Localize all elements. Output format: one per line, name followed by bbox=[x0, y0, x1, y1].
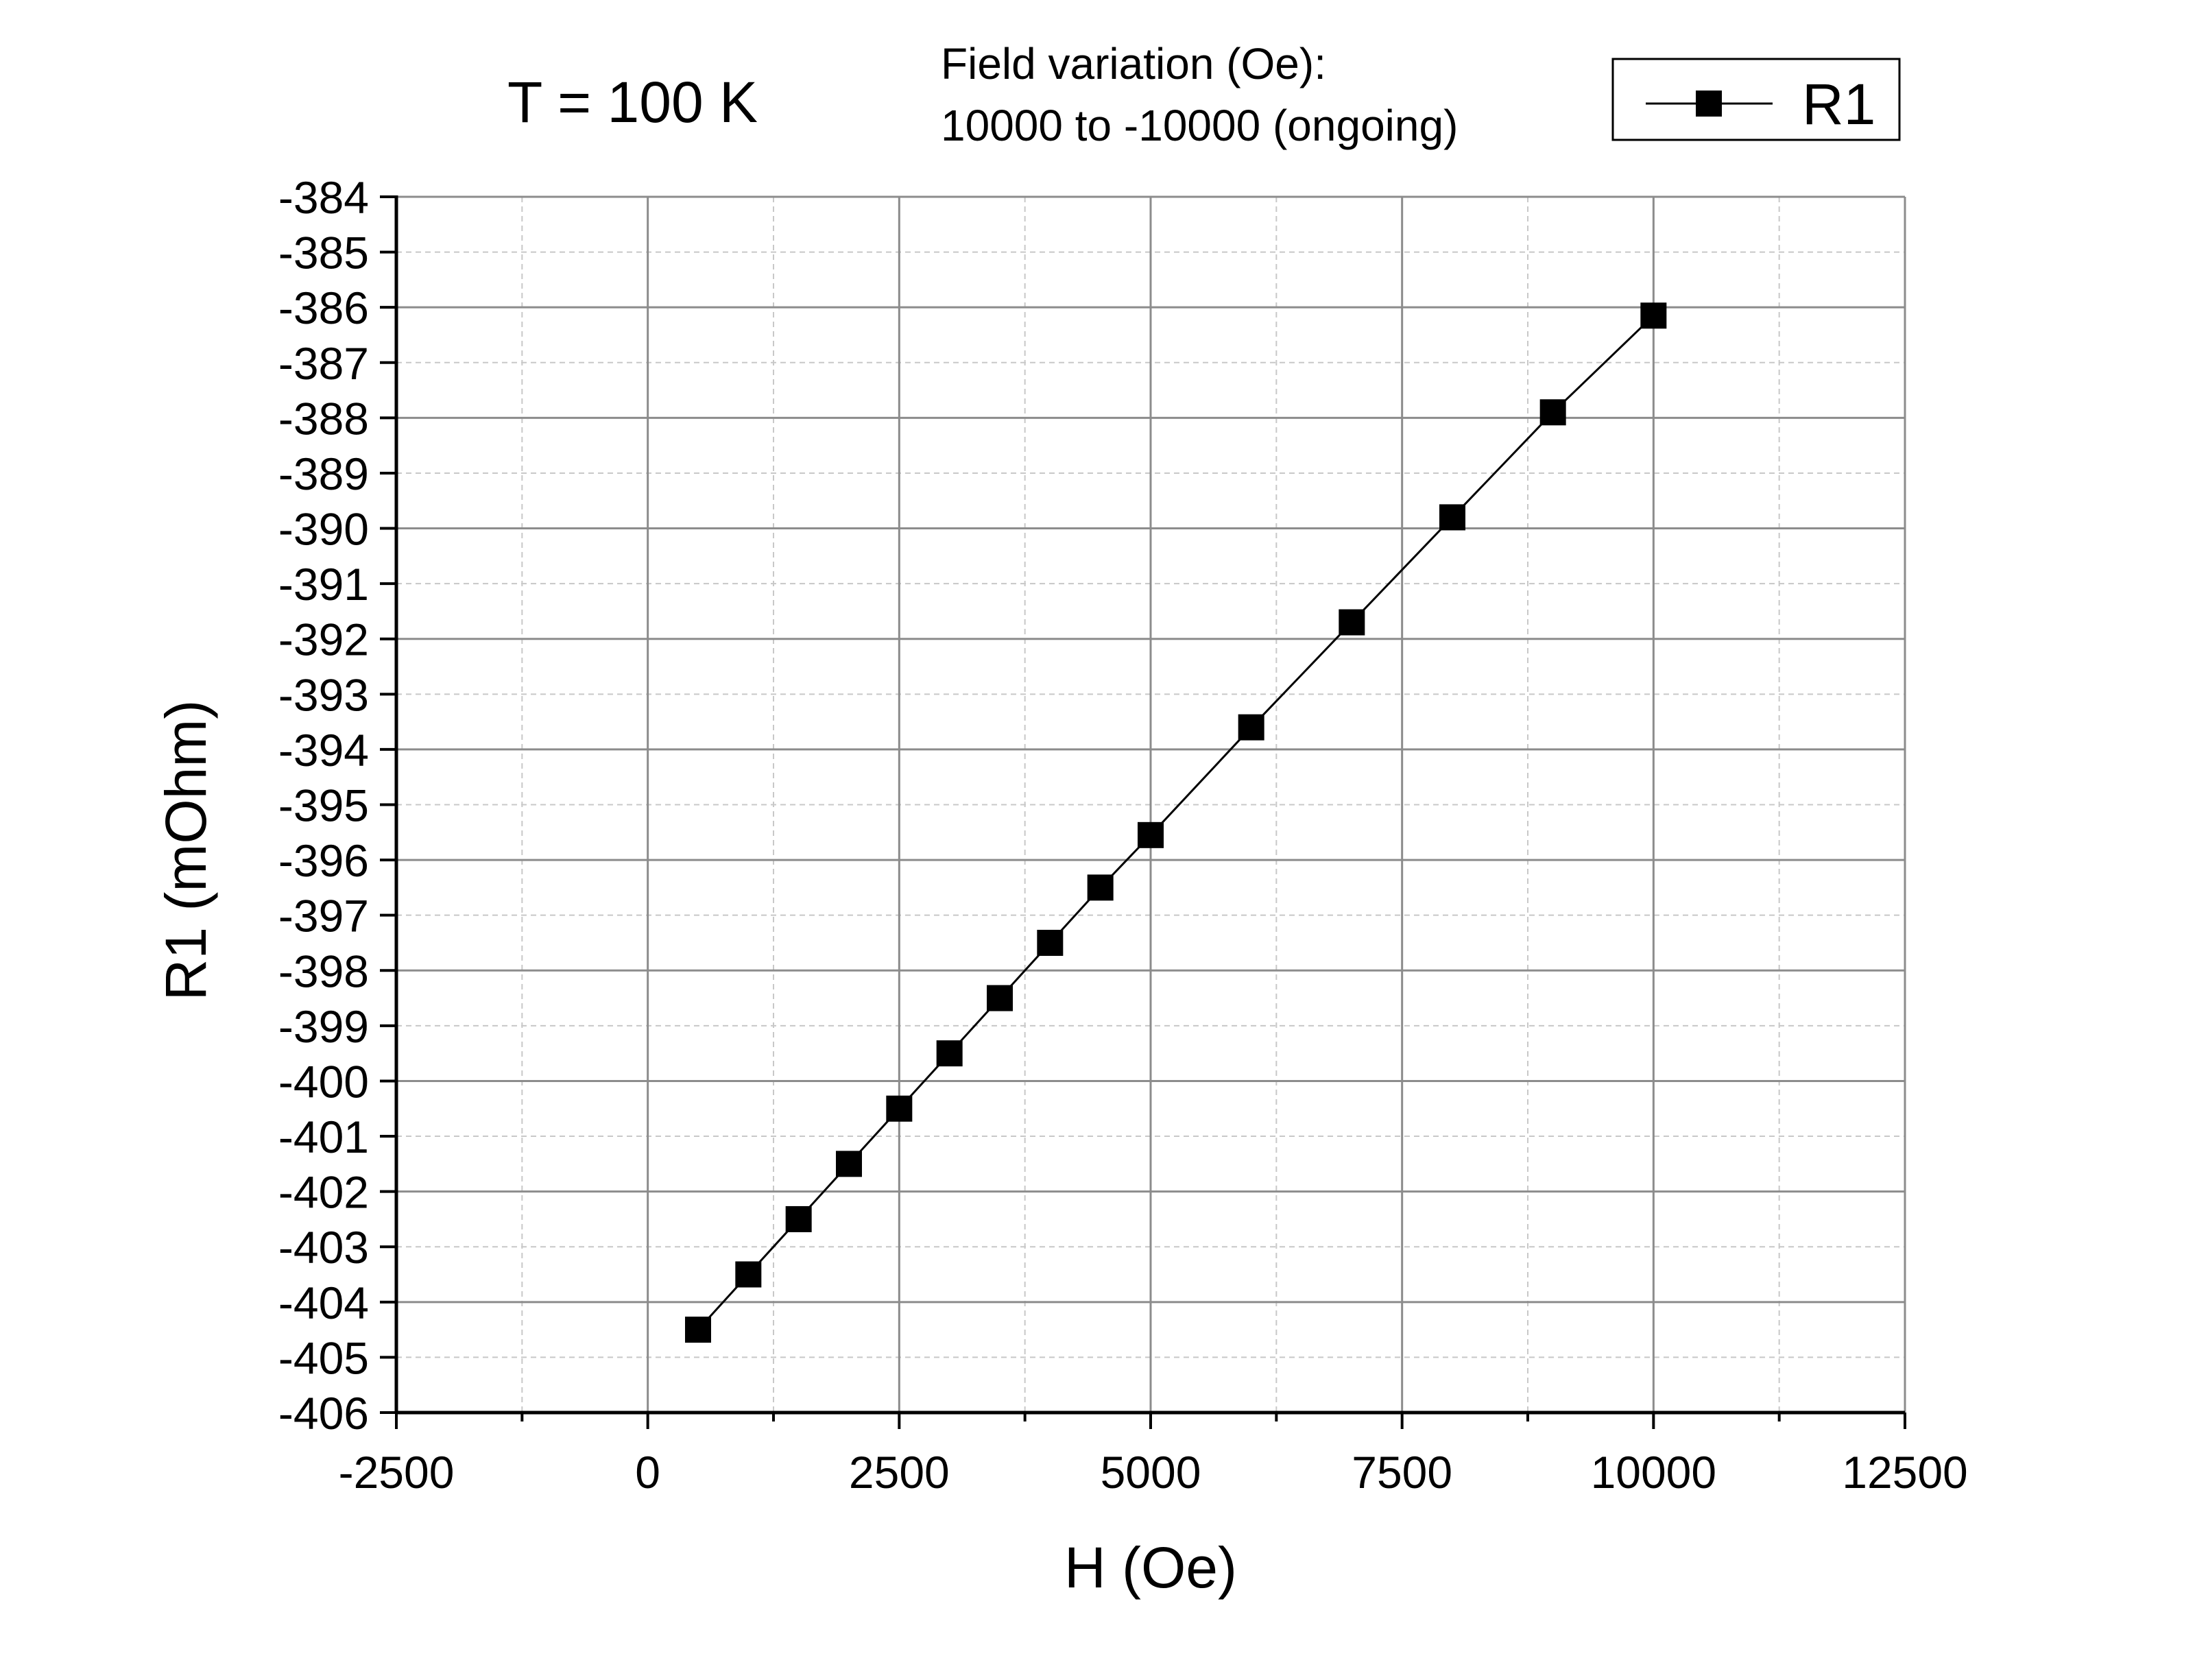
y-tick-label: -388 bbox=[278, 393, 369, 444]
x-tick-label: 10000 bbox=[1591, 1447, 1717, 1498]
y-tick-label: -405 bbox=[278, 1332, 369, 1383]
y-tick-label: -384 bbox=[278, 172, 369, 223]
data-point bbox=[685, 1317, 711, 1343]
y-tick-label: -393 bbox=[278, 669, 369, 720]
field-variation-range: 10000 to -10000 (ongoing) bbox=[941, 101, 1458, 150]
field-variation-title: Field variation (Oe): bbox=[941, 39, 1326, 88]
y-tick-label: -401 bbox=[278, 1112, 369, 1162]
tick-labels: -2500 0 2500 5000 7500 10000 12500 -406-405-404… bbox=[278, 172, 1968, 1498]
y-tick-label: -399 bbox=[278, 1001, 369, 1052]
y-tick-label: -400 bbox=[278, 1056, 369, 1107]
legend-box bbox=[1611, 58, 1901, 141]
data-point bbox=[735, 1261, 762, 1288]
y-tick-label: -395 bbox=[278, 780, 369, 831]
y-tick-label: -392 bbox=[278, 614, 369, 665]
y-tick-label: -396 bbox=[278, 835, 369, 886]
y-tick-label: -385 bbox=[278, 228, 369, 278]
y-tick-label: -403 bbox=[278, 1222, 369, 1273]
y-tick-label: -404 bbox=[278, 1277, 369, 1328]
data-point bbox=[836, 1151, 862, 1177]
data-point bbox=[1539, 399, 1566, 426]
data-point bbox=[1037, 929, 1064, 956]
data-point bbox=[936, 1040, 963, 1067]
y-tick-label: -389 bbox=[278, 448, 369, 499]
y-tick-label: -402 bbox=[278, 1167, 369, 1218]
y-axis-label: R1 (mOhm) bbox=[154, 700, 218, 1001]
y-tick-label: -391 bbox=[278, 559, 369, 610]
legend: R1 bbox=[1611, 58, 1901, 141]
data-point bbox=[1439, 504, 1465, 531]
legend-label-r1: R1 bbox=[1802, 72, 1875, 136]
y-tick-label: -387 bbox=[278, 338, 369, 389]
data-point bbox=[1640, 302, 1667, 329]
y-tick-label: -390 bbox=[278, 504, 369, 555]
x-tick-label: 2500 bbox=[849, 1447, 950, 1498]
x-tick-label: 7500 bbox=[1352, 1447, 1452, 1498]
x-tick-label: 12500 bbox=[1842, 1447, 1968, 1498]
grid bbox=[396, 195, 1906, 1413]
series-r1 bbox=[685, 302, 1667, 1343]
data-point bbox=[1339, 609, 1365, 636]
x-tick-label: 0 bbox=[635, 1447, 660, 1498]
x-tick-label: -2500 bbox=[339, 1447, 455, 1498]
data-point bbox=[785, 1205, 812, 1232]
data-point bbox=[886, 1095, 913, 1122]
tick-marks bbox=[380, 195, 1906, 1429]
x-axis-label: H (Oe) bbox=[1064, 1535, 1237, 1600]
legend-marker-square bbox=[1696, 91, 1722, 117]
x-tick-label: 5000 bbox=[1101, 1447, 1201, 1498]
y-tick-label: -397 bbox=[278, 891, 369, 941]
data-point bbox=[1238, 714, 1264, 741]
data-point bbox=[987, 985, 1013, 1011]
y-tick-label: -398 bbox=[278, 946, 369, 996]
y-tick-label: -394 bbox=[278, 725, 369, 776]
y-tick-label: -406 bbox=[278, 1388, 369, 1439]
data-point bbox=[1138, 821, 1164, 848]
data-point bbox=[1087, 874, 1114, 901]
y-tick-label: -386 bbox=[278, 283, 369, 333]
temperature-label: T = 100 K bbox=[507, 70, 758, 134]
